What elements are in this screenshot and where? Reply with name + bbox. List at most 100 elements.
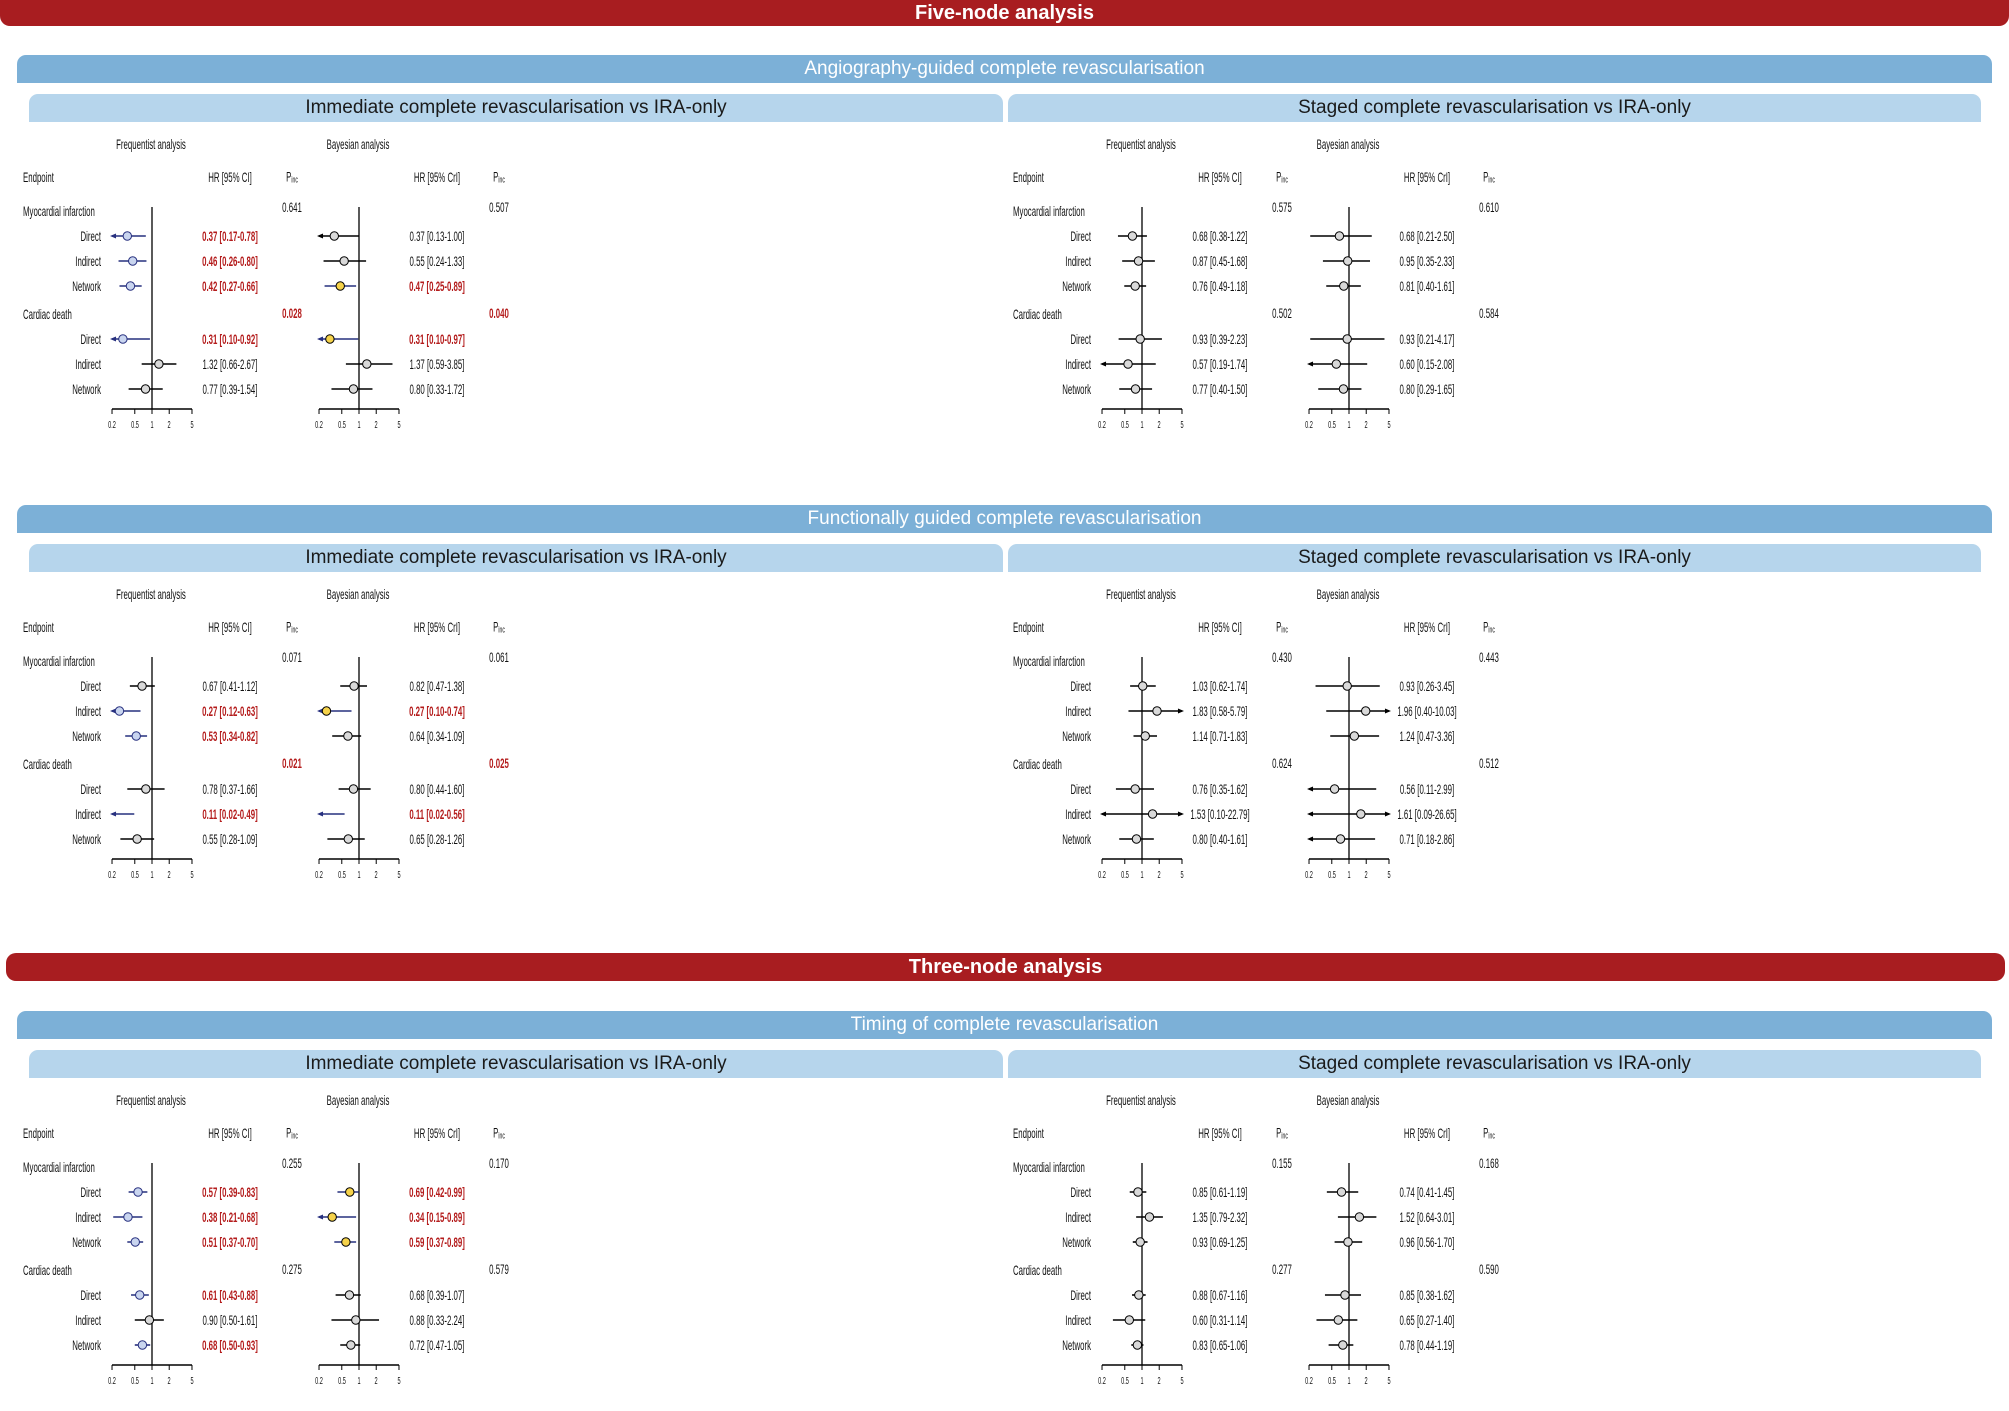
ci-arrow-right <box>1177 708 1184 714</box>
point-estimate <box>137 681 147 691</box>
ci-arrow-left <box>110 336 117 342</box>
analysis-title: Frequentist analysis <box>1106 136 1176 152</box>
x-tick-label: 0.2 <box>108 420 116 431</box>
ci-arrow-right <box>1384 811 1391 817</box>
pinc-value: 0.590 <box>1479 1261 1499 1277</box>
ci-arrow-left <box>1307 361 1314 367</box>
hr-value: 0.64 [0.34-1.09] <box>409 728 465 744</box>
hr-value: 0.81 [0.40-1.61] <box>1399 278 1455 294</box>
comparison-type-label: Direct <box>1070 1287 1091 1303</box>
comparison-type-label: Network <box>1062 381 1091 397</box>
point-estimate <box>1361 706 1371 716</box>
pinc-value: 0.610 <box>1479 199 1499 215</box>
endpoint-name: Cardiac death <box>23 306 72 322</box>
x-tick-label: 0.2 <box>315 1376 323 1387</box>
comparison-type-label: Indirect <box>1065 356 1091 372</box>
point-estimate <box>327 1212 337 1222</box>
comparison-type-label: Network <box>1062 278 1091 294</box>
comparison-type-label: Indirect <box>1065 806 1091 822</box>
pinc-label-main: P <box>1276 1124 1282 1141</box>
pinc-value: 0.277 <box>1272 1261 1292 1277</box>
point-estimate <box>133 1187 143 1197</box>
ci-arrow-left <box>110 708 117 714</box>
point-estimate <box>1334 231 1345 241</box>
hr-value: 0.77 [0.40-1.50] <box>1192 381 1248 397</box>
pinc-label-sub: inc <box>291 624 298 635</box>
point-estimate <box>1124 1315 1135 1325</box>
hr-value: 0.51 [0.37-0.70] <box>202 1234 258 1250</box>
point-estimate <box>1342 681 1352 691</box>
point-estimate <box>1135 1237 1145 1247</box>
point-estimate <box>1336 1187 1347 1197</box>
five-node-banner: Five-node analysis <box>0 0 2009 26</box>
hr-value: 0.37 [0.17-0.78] <box>202 228 258 244</box>
x-tick-label: 2 <box>1157 1376 1161 1387</box>
analysis-title: Frequentist analysis <box>116 136 186 152</box>
comparison-type-label: Direct <box>1070 1184 1091 1200</box>
hr-value: 0.77 [0.39-1.54] <box>202 381 258 397</box>
comparison-type-label: Network <box>1062 728 1091 744</box>
analysis-title: Frequentist analysis <box>116 586 186 602</box>
hr-column-header: HR [95% CI] <box>1198 1125 1242 1141</box>
comparison-title: Staged complete revascularisation vs IRA… <box>1298 547 1691 568</box>
hr-value: 0.67 [0.41-1.12] <box>202 678 258 694</box>
hr-column-header: HR [95% CI] <box>208 619 252 635</box>
hr-value: 0.68 [0.38-1.22] <box>1192 228 1248 244</box>
point-estimate <box>1140 731 1150 741</box>
comparison-type-label: Direct <box>80 781 101 797</box>
pinc-label-sub: inc <box>1281 1130 1288 1141</box>
hr-value: 0.11 [0.02-0.49] <box>202 806 258 822</box>
pinc-value: 0.028 <box>282 305 302 321</box>
pinc-label-sub: inc <box>1488 1130 1495 1141</box>
comparison-type-label: Direct <box>1070 678 1091 694</box>
three-node-banner: Three-node analysis <box>6 953 2005 981</box>
endpoint-name: Myocardial infarction <box>23 203 95 219</box>
point-estimate <box>154 359 164 369</box>
comparison-type-label: Direct <box>1070 228 1091 244</box>
x-tick-label: 0.2 <box>315 420 323 431</box>
hr-value: 0.37 [0.13-1.00] <box>409 228 465 244</box>
point-estimate <box>130 1237 140 1247</box>
x-tick-label: 0.5 <box>337 1376 346 1387</box>
pinc-column-header: Pinc <box>1483 620 1495 635</box>
pinc-label-sub: inc <box>498 624 505 635</box>
point-estimate <box>122 231 133 241</box>
point-estimate <box>1134 1290 1144 1300</box>
analysis-title: Frequentist analysis <box>1106 1092 1176 1108</box>
point-estimate <box>346 1340 356 1350</box>
hr-value: 0.93 [0.69-1.25] <box>1192 1234 1248 1250</box>
pinc-label-sub: inc <box>498 1130 505 1141</box>
comparison-type-label: Indirect <box>1065 703 1091 719</box>
comparison-type-label: Indirect <box>75 356 101 372</box>
hr-value: 0.93 [0.21-4.17] <box>1399 331 1455 347</box>
point-estimate <box>1356 809 1366 819</box>
x-tick-label: 0.5 <box>337 870 346 881</box>
hr-value: 1.96 [0.40-10.03] <box>1397 703 1457 719</box>
comparison-type-label: Direct <box>80 1287 101 1303</box>
x-tick-label: 2 <box>1364 1376 1368 1387</box>
x-tick-label: 0.2 <box>108 870 116 881</box>
point-estimate <box>135 1290 145 1300</box>
x-tick-label: 0.5 <box>1120 420 1129 431</box>
comparison-type-label: Indirect <box>1065 1312 1091 1328</box>
hr-value: 0.85 [0.61-1.19] <box>1192 1184 1248 1200</box>
endpoint-name: Cardiac death <box>23 1262 72 1278</box>
x-tick-label: 0.2 <box>1305 1376 1313 1387</box>
x-tick-label: 5 <box>190 870 194 881</box>
pinc-value: 0.430 <box>1272 649 1292 665</box>
hr-column-header: HR [95% CI] <box>208 1125 252 1141</box>
hr-column-header: HR [95% CI] <box>1198 169 1242 185</box>
pinc-value: 0.168 <box>1479 1155 1499 1171</box>
x-tick-label: 0.5 <box>1327 420 1336 431</box>
comparison-type-label: Network <box>1062 1234 1091 1250</box>
point-estimate <box>137 1340 148 1350</box>
hr-value: 1.14 [0.71-1.83] <box>1192 728 1248 744</box>
endpoint-column-header: Endpoint <box>1013 1125 1044 1141</box>
x-tick-label: 0.2 <box>1305 420 1313 431</box>
three-node-title: Three-node analysis <box>908 955 1103 978</box>
x-tick-label: 5 <box>1387 420 1391 431</box>
pinc-label-main: P <box>493 168 499 185</box>
point-estimate <box>125 281 136 291</box>
x-tick-label: 1 <box>150 870 154 881</box>
hr-column-header: HR [95% CrI] <box>413 1125 461 1141</box>
